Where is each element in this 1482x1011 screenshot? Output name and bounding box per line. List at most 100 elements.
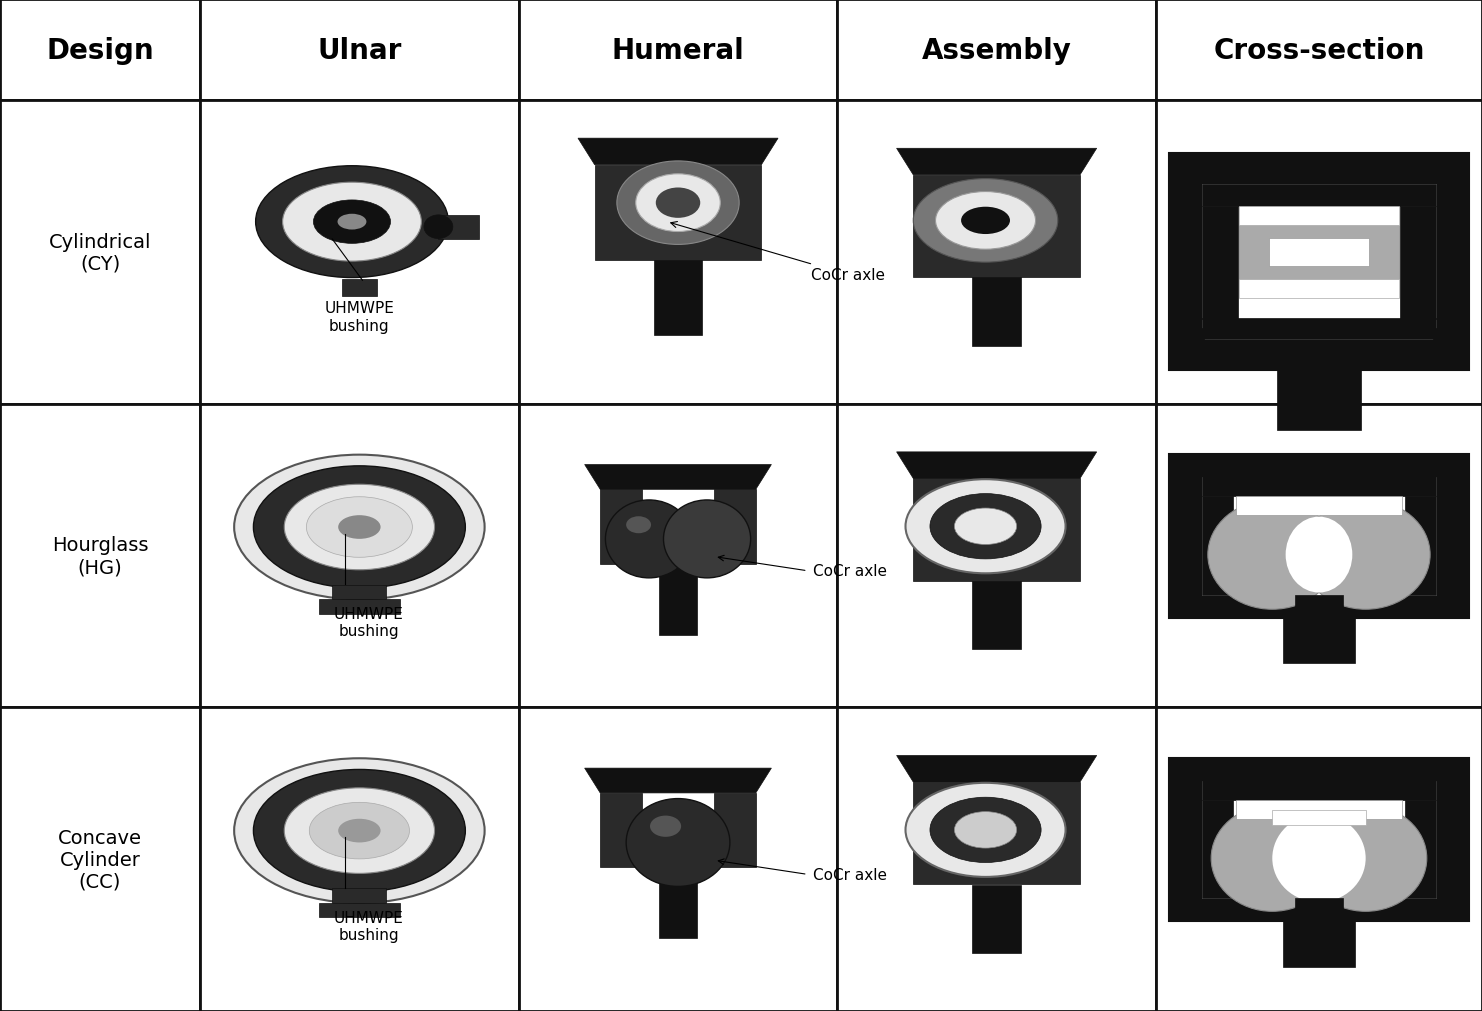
Ellipse shape bbox=[931, 798, 1040, 862]
Bar bbox=[714, 793, 756, 867]
Bar bbox=[1405, 496, 1436, 595]
Text: Ulnar: Ulnar bbox=[317, 36, 402, 65]
Ellipse shape bbox=[954, 812, 1017, 848]
Text: Cylindrical
(CY): Cylindrical (CY) bbox=[49, 233, 151, 273]
Ellipse shape bbox=[935, 192, 1036, 250]
Bar bbox=[1405, 800, 1436, 899]
Bar bbox=[659, 867, 697, 938]
Bar bbox=[1202, 777, 1436, 800]
Bar bbox=[319, 903, 400, 918]
Ellipse shape bbox=[906, 783, 1066, 877]
Bar bbox=[519, 708, 837, 1011]
Ellipse shape bbox=[1211, 805, 1334, 912]
Bar bbox=[837, 0, 1156, 101]
Ellipse shape bbox=[253, 769, 465, 892]
Bar bbox=[1202, 318, 1436, 340]
Bar bbox=[0, 0, 200, 101]
Bar bbox=[1236, 496, 1402, 516]
Bar bbox=[837, 404, 1156, 708]
Ellipse shape bbox=[1304, 805, 1427, 912]
Bar bbox=[1202, 184, 1436, 340]
Ellipse shape bbox=[931, 494, 1040, 559]
Ellipse shape bbox=[253, 466, 465, 588]
Ellipse shape bbox=[314, 201, 390, 244]
Ellipse shape bbox=[954, 509, 1017, 545]
Bar bbox=[1239, 207, 1399, 226]
Bar bbox=[1202, 800, 1233, 899]
Ellipse shape bbox=[307, 497, 412, 558]
Bar bbox=[200, 708, 519, 1011]
Bar bbox=[1169, 154, 1469, 370]
Ellipse shape bbox=[285, 788, 434, 874]
Bar bbox=[1239, 226, 1399, 279]
Text: UHMWPE
bushing: UHMWPE bushing bbox=[333, 910, 405, 942]
Ellipse shape bbox=[338, 819, 381, 842]
Bar bbox=[1269, 239, 1369, 267]
Bar bbox=[1156, 0, 1482, 101]
Bar bbox=[1169, 455, 1469, 618]
Bar bbox=[1294, 595, 1343, 618]
Polygon shape bbox=[897, 755, 1097, 783]
Text: UHMWPE
bushing: UHMWPE bushing bbox=[333, 607, 405, 639]
Polygon shape bbox=[584, 768, 771, 793]
Bar bbox=[654, 261, 702, 336]
Bar bbox=[200, 404, 519, 708]
Bar bbox=[972, 581, 1021, 649]
Text: Cross-section: Cross-section bbox=[1214, 36, 1424, 65]
Bar bbox=[1169, 758, 1469, 921]
Ellipse shape bbox=[338, 516, 381, 539]
Bar bbox=[200, 101, 519, 404]
Bar bbox=[594, 166, 762, 261]
Ellipse shape bbox=[1301, 500, 1430, 610]
Bar bbox=[1400, 207, 1436, 319]
Bar bbox=[1202, 207, 1237, 319]
Bar bbox=[659, 564, 697, 635]
Bar bbox=[1294, 899, 1343, 921]
Ellipse shape bbox=[285, 484, 434, 570]
Bar bbox=[1236, 800, 1402, 819]
Bar bbox=[319, 600, 400, 615]
Text: Assembly: Assembly bbox=[922, 36, 1071, 65]
Bar bbox=[913, 783, 1080, 885]
Polygon shape bbox=[897, 452, 1097, 479]
Ellipse shape bbox=[255, 167, 448, 278]
Ellipse shape bbox=[962, 207, 1011, 235]
Bar bbox=[913, 176, 1080, 278]
Bar bbox=[0, 101, 200, 404]
Ellipse shape bbox=[1208, 500, 1337, 610]
Bar bbox=[332, 585, 387, 600]
Bar bbox=[519, 101, 837, 404]
Bar bbox=[342, 280, 376, 296]
Bar bbox=[439, 215, 479, 240]
Bar bbox=[600, 793, 642, 867]
Bar bbox=[1276, 370, 1360, 431]
Bar bbox=[519, 0, 837, 101]
Bar bbox=[1272, 810, 1365, 825]
Ellipse shape bbox=[1272, 814, 1365, 902]
Ellipse shape bbox=[1285, 517, 1352, 592]
Bar bbox=[1433, 329, 1469, 370]
Bar bbox=[837, 101, 1156, 404]
Ellipse shape bbox=[664, 500, 750, 578]
Bar bbox=[1202, 474, 1436, 496]
Bar bbox=[1169, 329, 1205, 370]
Ellipse shape bbox=[655, 188, 700, 218]
Text: Humeral: Humeral bbox=[612, 36, 744, 65]
Bar bbox=[972, 278, 1021, 346]
Ellipse shape bbox=[234, 758, 485, 903]
Bar bbox=[913, 479, 1080, 581]
Bar bbox=[600, 490, 642, 564]
Ellipse shape bbox=[913, 180, 1058, 263]
Ellipse shape bbox=[625, 517, 651, 534]
Text: Hourglass
(HG): Hourglass (HG) bbox=[52, 536, 148, 576]
Text: CoCr axle: CoCr axle bbox=[671, 222, 885, 283]
Ellipse shape bbox=[906, 479, 1066, 573]
Bar bbox=[714, 490, 756, 564]
Bar bbox=[1156, 404, 1482, 708]
Bar bbox=[1202, 496, 1233, 595]
Text: CoCr axle: CoCr axle bbox=[812, 867, 886, 882]
Bar bbox=[1202, 478, 1436, 595]
Bar bbox=[1156, 708, 1482, 1011]
Bar bbox=[1202, 780, 1436, 899]
Ellipse shape bbox=[234, 455, 485, 600]
